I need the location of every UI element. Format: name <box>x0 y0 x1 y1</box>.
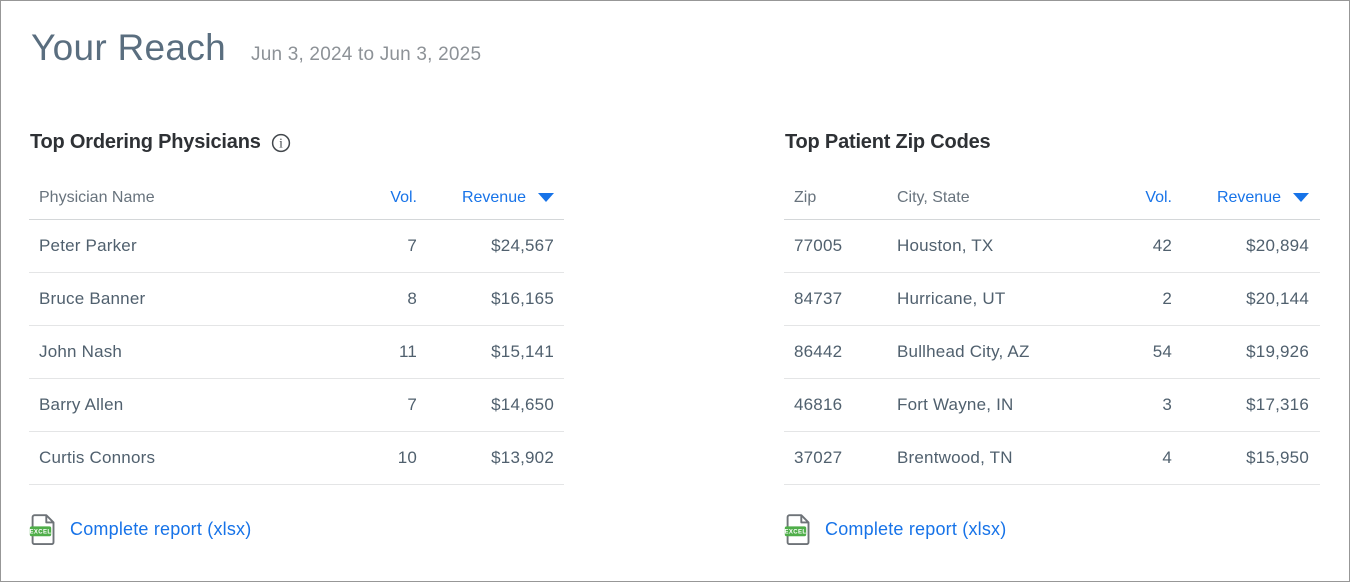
revenue-sort-label[interactable]: Revenue <box>1216 189 1281 207</box>
physicians-header-row: Physician Name Vol. Revenue <box>29 178 564 220</box>
cell-vol: 7 <box>327 378 417 432</box>
cell-revenue: $15,950 <box>1172 431 1320 485</box>
physicians-table: Physician Name Vol. Revenue Peter Parker… <box>29 178 564 485</box>
cell-city-state: Houston, TX <box>897 219 1092 273</box>
sort-desc-icon[interactable] <box>538 192 554 202</box>
physicians-section-head: Top Ordering Physicians i <box>29 131 564 154</box>
cell-zip: 77005 <box>784 219 897 273</box>
col-header-revenue[interactable]: Revenue <box>1172 178 1320 220</box>
cell-city-state: Bullhead City, AZ <box>897 325 1092 379</box>
cell-city-state: Fort Wayne, IN <box>897 378 1092 432</box>
complete-report-label[interactable]: Complete report (xlsx) <box>825 518 1007 539</box>
page-title: Your Reach <box>31 27 226 68</box>
col-header-vol[interactable]: Vol. <box>327 178 417 220</box>
table-row: 37027 Brentwood, TN 4 $15,950 <box>784 431 1320 485</box>
zips-section-title: Top Patient Zip Codes <box>785 131 991 153</box>
cell-vol: 3 <box>1092 378 1172 432</box>
cell-revenue: $14,650 <box>417 378 564 432</box>
cell-zip: 84737 <box>784 272 897 326</box>
svg-text:EXCEL: EXCEL <box>784 529 806 535</box>
cell-revenue: $17,316 <box>1172 378 1320 432</box>
col-header-vol[interactable]: Vol. <box>1092 178 1172 220</box>
tables-row: Top Ordering Physicians i Physician Name… <box>1 131 1349 550</box>
cell-vol: 7 <box>327 219 417 273</box>
zips-complete-report-link[interactable]: EXCEL Complete report (xlsx) <box>784 513 1007 545</box>
cell-revenue: $16,165 <box>417 272 564 326</box>
physicians-section-title: Top Ordering Physicians <box>30 131 261 153</box>
physicians-complete-report-link[interactable]: EXCEL Complete report (xlsx) <box>29 513 252 545</box>
col-header-revenue[interactable]: Revenue <box>417 178 564 220</box>
cell-revenue: $20,894 <box>1172 219 1320 273</box>
table-row: Curtis Connors 10 $13,902 <box>29 431 564 485</box>
col-header-city-state: City, State <box>897 178 1092 220</box>
cell-revenue: $19,926 <box>1172 325 1320 379</box>
cell-vol: 4 <box>1092 431 1172 485</box>
sort-desc-icon[interactable] <box>1293 192 1309 202</box>
table-row: 77005 Houston, TX 42 $20,894 <box>784 219 1320 273</box>
table-row: Bruce Banner 8 $16,165 <box>29 272 564 326</box>
svg-text:EXCEL: EXCEL <box>29 529 51 535</box>
cell-vol: 42 <box>1092 219 1172 273</box>
col-header-physician-name: Physician Name <box>29 178 327 220</box>
zips-section-head: Top Patient Zip Codes <box>784 131 1320 154</box>
revenue-sort-label[interactable]: Revenue <box>461 189 526 207</box>
zips-header-row: Zip City, State Vol. Revenue <box>784 178 1320 220</box>
table-row: 84737 Hurricane, UT 2 $20,144 <box>784 272 1320 326</box>
cell-zip: 37027 <box>784 431 897 485</box>
date-range: Jun 3, 2024 to Jun 3, 2025 <box>251 44 482 65</box>
cell-physician-name: Peter Parker <box>29 219 327 273</box>
svg-text:i: i <box>279 135 283 150</box>
cell-revenue: $13,902 <box>417 431 564 485</box>
cell-physician-name: Curtis Connors <box>29 431 327 485</box>
page-header: Your Reach Jun 3, 2024 to Jun 3, 2025 <box>1 1 1349 69</box>
table-row: 46816 Fort Wayne, IN 3 $17,316 <box>784 378 1320 432</box>
excel-file-icon: EXCEL <box>29 513 56 545</box>
complete-report-label[interactable]: Complete report (xlsx) <box>70 518 252 539</box>
top-patient-zip-codes-section: Top Patient Zip Codes Zip City, State Vo… <box>784 131 1320 550</box>
col-header-zip: Zip <box>784 178 897 220</box>
cell-physician-name: John Nash <box>29 325 327 379</box>
cell-zip: 46816 <box>784 378 897 432</box>
table-row: John Nash 11 $15,141 <box>29 325 564 379</box>
cell-city-state: Hurricane, UT <box>897 272 1092 326</box>
cell-revenue: $15,141 <box>417 325 564 379</box>
top-ordering-physicians-section: Top Ordering Physicians i Physician Name… <box>29 131 564 550</box>
cell-vol: 54 <box>1092 325 1172 379</box>
cell-revenue: $20,144 <box>1172 272 1320 326</box>
cell-physician-name: Barry Allen <box>29 378 327 432</box>
table-row: Barry Allen 7 $14,650 <box>29 378 564 432</box>
info-icon[interactable]: i <box>271 133 291 153</box>
cell-city-state: Brentwood, TN <box>897 431 1092 485</box>
table-row: Peter Parker 7 $24,567 <box>29 219 564 273</box>
excel-file-icon: EXCEL <box>784 513 811 545</box>
cell-vol: 11 <box>327 325 417 379</box>
cell-vol: 2 <box>1092 272 1172 326</box>
cell-vol: 10 <box>327 431 417 485</box>
cell-revenue: $24,567 <box>417 219 564 273</box>
cell-vol: 8 <box>327 272 417 326</box>
cell-zip: 86442 <box>784 325 897 379</box>
zip-codes-table: Zip City, State Vol. Revenue 77005 Houst… <box>784 178 1320 485</box>
cell-physician-name: Bruce Banner <box>29 272 327 326</box>
table-row: 86442 Bullhead City, AZ 54 $19,926 <box>784 325 1320 379</box>
